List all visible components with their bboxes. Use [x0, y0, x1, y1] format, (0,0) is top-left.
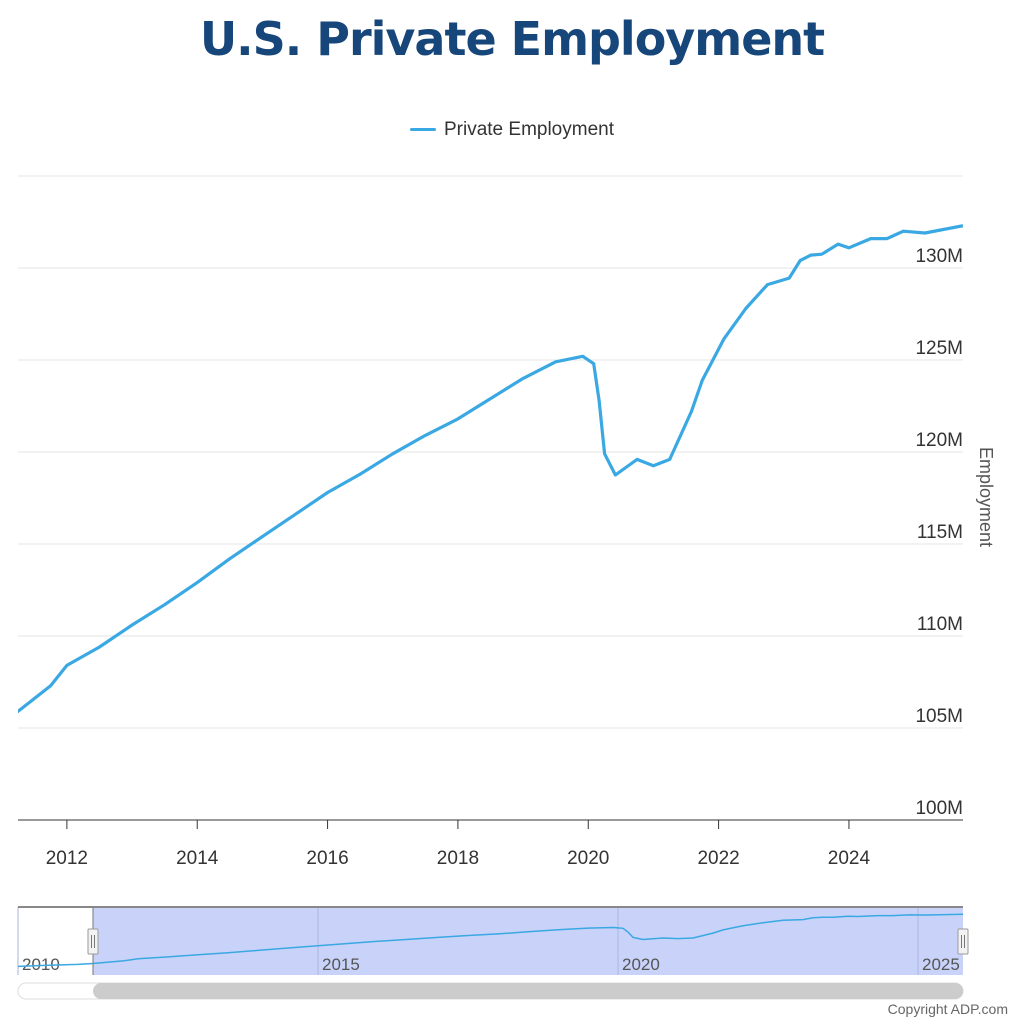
- x-tick-label: 2018: [437, 848, 479, 869]
- y-axis-title: Employment: [976, 447, 996, 547]
- x-tick-label: 2016: [306, 848, 348, 869]
- legend-label: Private Employment: [443, 119, 614, 140]
- legend-swatch: [409, 128, 436, 132]
- navigator-label: 2025: [922, 955, 960, 974]
- y-tick-label: 125M: [915, 338, 963, 359]
- navigator-handle-right[interactable]: [957, 928, 969, 955]
- y-tick-label: 120M: [915, 430, 963, 451]
- navigator-handle-left[interactable]: [87, 928, 99, 955]
- x-tick-label: 2012: [46, 848, 88, 869]
- y-tick-label: 130M: [915, 246, 963, 267]
- y-tick-label: 105M: [915, 706, 963, 727]
- navigator-series-line: [17, 913, 964, 968]
- chart-title: U.S. Private Employment: [199, 12, 825, 66]
- navigator-label: 2010: [22, 955, 60, 974]
- navigator-label: 2015: [322, 955, 360, 974]
- x-tick-label: 2022: [697, 848, 739, 869]
- x-tick-label: 2024: [828, 848, 871, 869]
- legend-item-private-employment[interactable]: Private Employment: [0, 119, 1024, 141]
- y-tick-label: 100M: [915, 798, 963, 819]
- copyright-text: Copyright ADP.com: [887, 1001, 1008, 1017]
- series-line-private-employment: [18, 224, 963, 714]
- x-tick-label: 2020: [567, 848, 609, 869]
- x-tick-label: 2014: [176, 848, 219, 869]
- y-tick-label: 110M: [917, 614, 963, 635]
- navigator-selection: [93, 907, 963, 975]
- y-tick-label: 115M: [917, 522, 963, 543]
- scrollbar-thumb[interactable]: [93, 983, 963, 999]
- navigator-label: 2020: [622, 955, 660, 974]
